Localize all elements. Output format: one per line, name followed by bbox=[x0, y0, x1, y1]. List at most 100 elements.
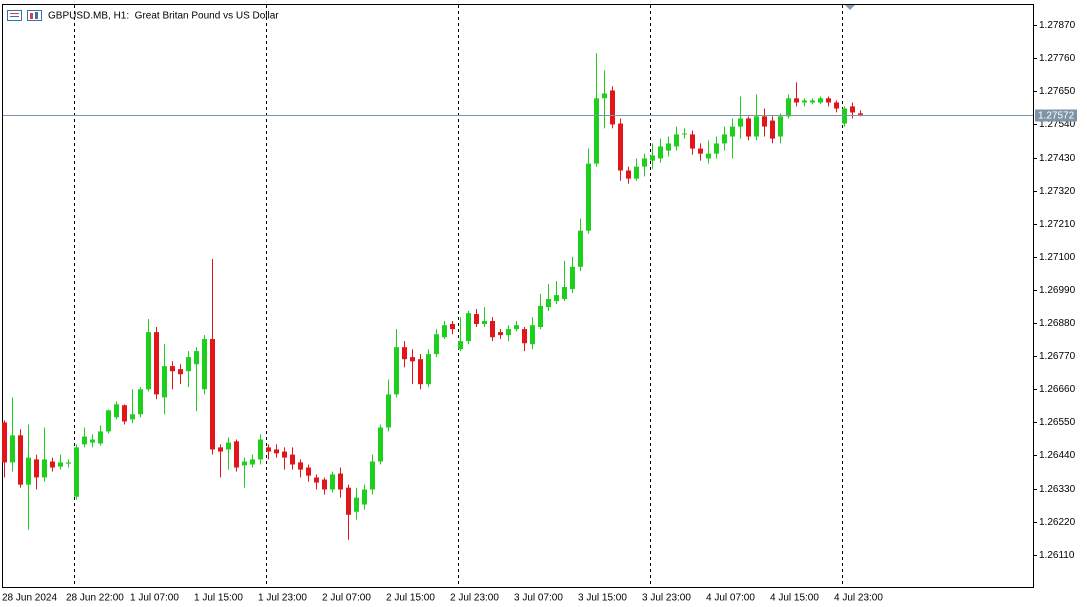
icon-bar bbox=[30, 13, 33, 19]
candle-body bbox=[330, 474, 335, 490]
candle-body bbox=[354, 497, 359, 512]
x-tick-label: 3 Jul 15:00 bbox=[578, 593, 627, 604]
candle-body bbox=[482, 320, 487, 324]
candle-body bbox=[746, 118, 751, 137]
candle-body bbox=[642, 158, 647, 167]
candle-body bbox=[138, 389, 143, 415]
x-tick-label: 2 Jul 07:00 bbox=[322, 593, 371, 604]
candle-body bbox=[18, 435, 23, 485]
candles bbox=[2, 53, 863, 540]
chart-icons bbox=[7, 10, 42, 21]
y-tick-label: 1.27210 bbox=[1039, 219, 1076, 230]
candle-body bbox=[130, 414, 135, 420]
candle-body bbox=[634, 166, 639, 179]
period-separators bbox=[74, 5, 843, 587]
candle-body bbox=[186, 357, 191, 372]
candle-body bbox=[250, 459, 255, 465]
candle-body bbox=[506, 329, 511, 336]
candle-body bbox=[242, 461, 247, 466]
candle-body bbox=[578, 230, 583, 267]
candle-body bbox=[378, 427, 383, 462]
candle-body bbox=[162, 366, 167, 398]
candle-body bbox=[362, 489, 367, 505]
candle-body bbox=[210, 339, 215, 450]
candle-body bbox=[570, 266, 575, 290]
candle-body bbox=[538, 305, 543, 327]
candle-body bbox=[218, 447, 223, 452]
candle-body bbox=[106, 410, 111, 432]
candle-body bbox=[842, 108, 847, 124]
candle-body bbox=[490, 320, 495, 338]
candle-body bbox=[58, 462, 63, 467]
y-tick-label: 1.26990 bbox=[1039, 285, 1076, 296]
x-tick-label: 1 Jul 23:00 bbox=[258, 593, 307, 604]
y-tick-label: 1.26440 bbox=[1039, 450, 1076, 461]
candle-body bbox=[82, 436, 87, 445]
candle-body bbox=[202, 339, 207, 390]
x-tick-label: 3 Jul 23:00 bbox=[642, 593, 691, 604]
candle-body bbox=[346, 487, 351, 515]
icon-chart bbox=[27, 10, 42, 21]
candle-body bbox=[714, 143, 719, 154]
candle-body bbox=[690, 134, 695, 149]
candle-body bbox=[226, 442, 231, 450]
y-tick-label: 1.26880 bbox=[1039, 318, 1076, 329]
candle-body bbox=[434, 334, 439, 355]
y-tick-label: 1.27430 bbox=[1039, 153, 1076, 164]
candle-body bbox=[770, 120, 775, 139]
candle-body bbox=[762, 116, 767, 127]
candle-body bbox=[458, 341, 463, 350]
candle-body bbox=[778, 116, 783, 137]
last-price-label: 1.27572 bbox=[1038, 111, 1075, 122]
candle-body bbox=[674, 134, 679, 147]
x-tick-label: 2 Jul 23:00 bbox=[450, 593, 499, 604]
candle-body bbox=[738, 118, 743, 127]
candle-body bbox=[170, 366, 175, 372]
shift-marker bbox=[845, 5, 855, 10]
candle-body bbox=[282, 451, 287, 458]
chart-title: GBPUSD.MB, H1: Great Britan Pound vs US … bbox=[48, 11, 279, 22]
y-tick-label: 1.26110 bbox=[1039, 550, 1075, 561]
candle-body bbox=[730, 126, 735, 137]
candle-body bbox=[426, 354, 431, 385]
y-tick-label: 1.26550 bbox=[1039, 417, 1076, 428]
candle-body bbox=[386, 394, 391, 428]
y-tick-label: 1.27320 bbox=[1039, 186, 1076, 197]
candle-body bbox=[586, 163, 591, 231]
candle-body bbox=[114, 404, 119, 418]
candle-body bbox=[610, 90, 615, 125]
y-tick-label: 1.27540 bbox=[1039, 119, 1076, 130]
candle-body bbox=[322, 479, 327, 490]
candle-body bbox=[66, 462, 71, 464]
candle-body bbox=[194, 351, 199, 365]
candle-body bbox=[706, 153, 711, 159]
candle-body bbox=[266, 447, 271, 452]
candle-body bbox=[98, 431, 103, 444]
y-tick-label: 1.26660 bbox=[1039, 384, 1076, 395]
candle-body bbox=[554, 295, 559, 302]
candle-body bbox=[154, 332, 159, 395]
candle-body bbox=[10, 435, 15, 463]
icon-bar bbox=[35, 12, 38, 19]
candle-body bbox=[650, 155, 655, 161]
y-tick-label: 1.27100 bbox=[1039, 252, 1076, 263]
y-tick-label: 1.27650 bbox=[1039, 86, 1076, 97]
candle-body bbox=[858, 113, 863, 115]
candle-body bbox=[626, 170, 631, 179]
candle-body bbox=[754, 116, 759, 137]
candle-body bbox=[274, 449, 279, 454]
x-tick-label: 28 Jun 22:00 bbox=[66, 593, 124, 604]
y-tick-label: 1.26770 bbox=[1039, 351, 1076, 362]
y-tick-label: 1.27760 bbox=[1039, 53, 1076, 64]
candle-body bbox=[402, 347, 407, 360]
candle-body bbox=[562, 286, 567, 300]
candle-body bbox=[602, 93, 607, 99]
candle-body bbox=[514, 325, 519, 330]
last-price-box bbox=[1035, 109, 1077, 122]
candle-body bbox=[338, 473, 343, 490]
candle-body bbox=[34, 459, 39, 478]
x-tick-label: 1 Jul 15:00 bbox=[194, 593, 243, 604]
candle-body bbox=[546, 299, 551, 308]
candle-body bbox=[418, 359, 423, 385]
candle-body bbox=[314, 477, 319, 483]
